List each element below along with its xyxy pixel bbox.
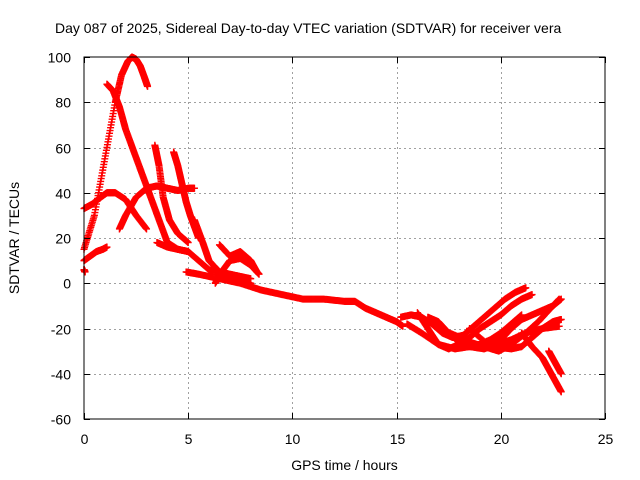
series-track-13 [182,268,407,330]
data-point [555,322,563,330]
data-point [247,275,255,283]
data-point [522,284,530,292]
series-track-22 [486,295,565,351]
y-tick-label: -20 [51,322,71,338]
data-point [143,225,151,233]
data-point [557,370,565,378]
chart-title: Day 087 of 2025, Sidereal Day-to-day VTE… [55,20,561,36]
y-tick-label: 20 [55,231,71,247]
data-point [557,388,565,396]
y-tick-label: 40 [55,186,71,202]
series-track-12 [80,266,89,276]
series-track-2 [103,80,192,256]
series-track-9 [190,216,255,283]
gridlines [84,57,605,419]
y-tick-label: 60 [55,141,71,157]
data-point [528,291,536,299]
x-tick-label: 0 [81,431,89,447]
x-tick-label: 25 [598,431,614,447]
data-point [190,184,198,192]
y-tick-label: 80 [55,95,71,111]
y-tick-label: -60 [51,412,71,428]
data-point [81,268,89,276]
data-markers [80,53,565,396]
series-track-21 [545,347,565,378]
data-point [253,268,261,276]
y-tick-label: -40 [51,367,71,383]
data-point [144,82,152,90]
series-track-20 [518,329,565,396]
y-tick-label: 100 [48,50,72,66]
data-point [557,295,565,303]
x-tick-label: 15 [390,431,406,447]
data-point [103,243,111,251]
series-track-6 [151,141,192,247]
data-point [184,239,192,247]
x-axis-title: GPS time / hours [291,457,398,473]
series-track-11 [215,241,261,276]
x-tick-label: 5 [185,431,193,447]
series-track-4 [80,243,111,265]
y-tick-label: 0 [63,276,71,292]
x-tick-label: 10 [285,431,301,447]
data-point [399,322,407,330]
x-tick-label: 20 [494,431,510,447]
series-track-3 [80,189,151,233]
axis-ticks: 0 5 10 15 20 25 -60 -40 -20 0 20 40 60 80 100 [48,50,614,448]
data-point [557,315,565,323]
y-axis-title: SDTVAR / TECUs [6,182,22,294]
